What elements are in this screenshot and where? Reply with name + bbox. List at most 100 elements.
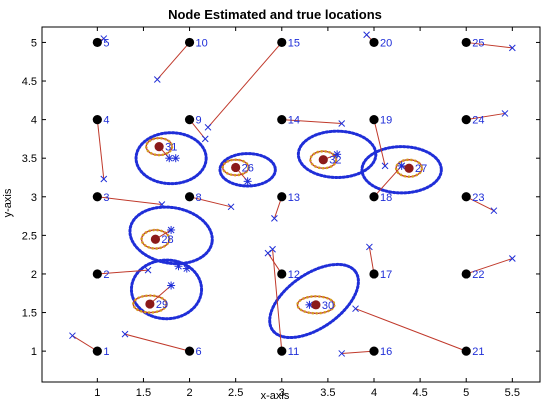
anchor-label: 26 <box>242 162 254 174</box>
node-label: 14 <box>288 115 300 127</box>
y-tick-label: 2.5 <box>22 230 37 242</box>
node-point <box>369 115 379 125</box>
anchor-label: 32 <box>329 155 341 167</box>
anchor-ellipse <box>140 228 171 250</box>
anchor-label: 29 <box>156 299 168 311</box>
x-tick-label: 1 <box>94 387 100 399</box>
node-point <box>461 192 471 202</box>
anchor-point <box>404 163 414 173</box>
estimate-marker <box>264 249 272 257</box>
node-label: 19 <box>380 115 392 127</box>
node-label: 15 <box>288 37 300 49</box>
node-label: 18 <box>380 192 392 204</box>
node-point <box>369 346 379 356</box>
error-line <box>341 350 375 354</box>
confidence-ellipse <box>296 129 378 179</box>
node-label: 13 <box>288 192 300 204</box>
estimate-marker <box>381 162 389 170</box>
node-label: 20 <box>380 37 392 49</box>
estimate-marker <box>204 123 212 131</box>
node-label: 6 <box>196 346 202 358</box>
node-point <box>92 37 102 48</box>
confidence-ellipse <box>360 145 443 195</box>
node-label: 23 <box>472 192 484 204</box>
node-point <box>277 37 287 48</box>
node-point <box>461 346 471 356</box>
error-line <box>97 196 162 205</box>
estimate-marker <box>501 110 509 117</box>
error-line <box>466 41 513 49</box>
anchor-point <box>154 142 164 152</box>
error-line <box>466 112 506 121</box>
error-line <box>465 196 495 212</box>
node-label: 12 <box>288 269 300 281</box>
node-label: 25 <box>472 37 484 49</box>
anchor-point <box>145 299 155 309</box>
x-tick-label: 2 <box>186 387 192 399</box>
error-line <box>124 333 190 352</box>
node-label: 3 <box>103 192 109 204</box>
node-label: 24 <box>472 115 484 127</box>
estimate-marker <box>69 332 76 340</box>
y-tick-label: 2 <box>31 269 37 281</box>
anchor-ellipse-inner <box>145 137 173 156</box>
error-line <box>281 119 342 124</box>
y-tick-label: 4.5 <box>22 76 37 88</box>
anchor-ellipse <box>132 294 168 314</box>
node-label: 10 <box>196 37 208 49</box>
estimate-marker <box>352 305 359 313</box>
y-tick-label: 3.5 <box>22 153 37 165</box>
node-label: 5 <box>103 37 109 49</box>
node-point <box>92 115 102 125</box>
node-label: 2 <box>103 269 109 281</box>
node-label: 1 <box>103 346 109 358</box>
estimate-marker <box>100 175 108 183</box>
y-tick-label: 4 <box>31 115 37 127</box>
y-tick-label: 1.5 <box>22 308 37 320</box>
y-tick-label: 1 <box>31 346 37 358</box>
anchor-ellipse-inner <box>296 295 336 315</box>
node-point <box>277 192 287 202</box>
x-tick-label: 2.5 <box>228 387 243 399</box>
node-point <box>92 346 102 356</box>
anchor-ellipse-inner <box>309 150 337 169</box>
anchor-point <box>311 300 321 310</box>
estimate-marker <box>121 330 129 338</box>
node-label: 16 <box>380 346 392 358</box>
x-tick-label: 1.5 <box>136 387 151 399</box>
error-line <box>373 165 403 198</box>
plot-area-frame <box>41 26 541 383</box>
node-point <box>184 37 195 48</box>
y-tick-label: 5 <box>31 37 37 49</box>
anchor-ellipse-inner <box>395 159 423 178</box>
node-label: 22 <box>472 269 484 281</box>
x-tick-label: 3 <box>279 387 285 399</box>
node-point <box>277 269 287 279</box>
node-point <box>461 115 471 125</box>
x-axis-label: x-axis <box>261 390 290 402</box>
anchor-ellipse-inner <box>140 229 170 250</box>
error-line <box>96 119 105 180</box>
estimate-marker <box>153 76 161 83</box>
node-point <box>184 192 195 202</box>
x-tick-label: 4.5 <box>412 387 427 399</box>
node-point <box>277 115 287 125</box>
error-line <box>156 42 190 80</box>
confidence-ellipse <box>218 152 277 188</box>
node-label: 21 <box>472 346 484 358</box>
error-line <box>189 196 232 208</box>
estimate-marker <box>508 44 516 52</box>
anchor-label: 31 <box>165 142 177 154</box>
confidence-ellipse <box>128 205 214 266</box>
node-label: 17 <box>380 269 392 281</box>
estimate-marker <box>363 31 370 39</box>
estimate-marker <box>100 35 108 42</box>
error-line <box>149 285 172 305</box>
confidence-ellipse <box>129 258 204 321</box>
estimate-marker <box>338 120 346 127</box>
error-line <box>466 258 513 275</box>
anchor-point <box>231 162 241 173</box>
estimate-marker <box>338 350 346 357</box>
